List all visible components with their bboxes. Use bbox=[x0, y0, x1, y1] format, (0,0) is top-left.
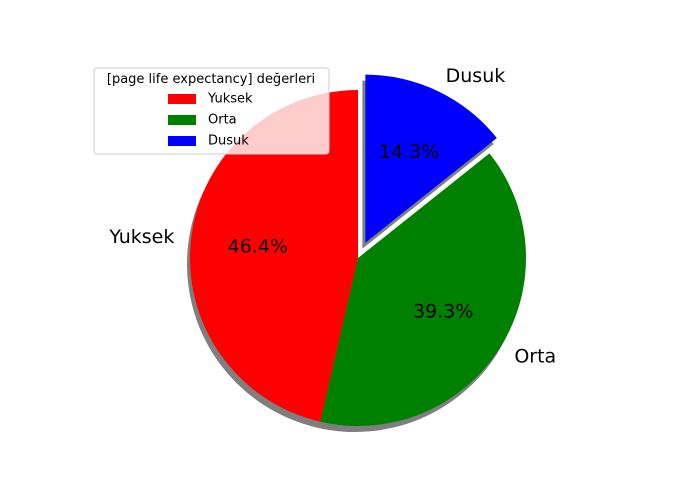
legend-frame bbox=[93, 67, 330, 155]
legend-swatch-dusuk bbox=[168, 136, 196, 146]
legend-label-orta: Orta bbox=[208, 113, 237, 128]
legend-label-dusuk: Dusuk bbox=[208, 134, 249, 149]
slice-label-orta: Orta bbox=[514, 346, 556, 368]
pct-label-orta: 39.3% bbox=[413, 301, 473, 323]
slice-label-yuksek: Yuksek bbox=[108, 226, 174, 248]
pie-slice-yuksek bbox=[189, 90, 358, 422]
pct-label-dusuk: 14.3% bbox=[379, 141, 439, 163]
pie-label-layer: Yuksek 46.4% Orta 39.3% Dusuk 14.3% bbox=[108, 65, 556, 367]
pie-slice-orta bbox=[320, 153, 526, 427]
pct-label-yuksek: 46.4% bbox=[228, 236, 288, 258]
legend: [page life expectancy] değerleri Yuksek O… bbox=[93, 67, 330, 155]
legend-swatch-orta bbox=[168, 115, 196, 125]
slice-label-dusuk: Dusuk bbox=[446, 65, 506, 87]
legend-entries: Yuksek Orta Dusuk bbox=[168, 92, 253, 149]
legend-swatch-yuksek bbox=[168, 94, 196, 104]
pie-slice-layer bbox=[189, 74, 526, 427]
pie-slice-dusuk bbox=[365, 74, 497, 243]
legend-label-yuksek: Yuksek bbox=[207, 92, 253, 107]
legend-title: [page life expectancy] değerleri bbox=[107, 72, 315, 87]
